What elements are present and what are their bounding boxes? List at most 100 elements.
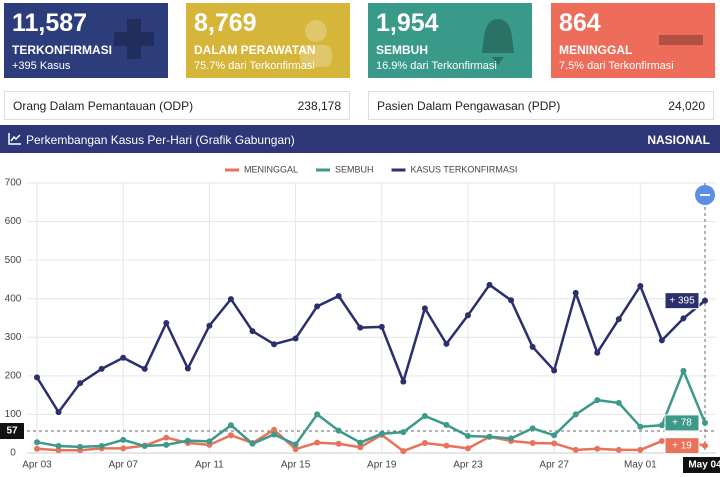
card-sub: +395 Kasus [12,60,71,72]
y-tick-label: 300 [5,332,22,343]
card: 864 MENINGGAL 7.5% dari Terkonfirmasi [551,3,715,78]
x-tick-label: Apr 23 [453,460,483,471]
chart: 0 100 200 300 400 500 600 700 Apr 03 Apr 07 Apr 11… [0,164,720,473]
point [227,432,234,439]
point [637,446,644,453]
legend-label: MENINGGAL [244,164,298,174]
series-line [36,428,706,453]
point [529,343,536,350]
point [572,411,579,418]
point [335,427,342,434]
point [314,303,321,310]
point [120,436,127,443]
point [357,439,364,446]
point [680,367,687,374]
point [443,340,450,347]
point [702,297,708,304]
point [55,443,62,450]
x-tick-label: Apr 11 [195,460,224,471]
point [55,409,62,416]
point [594,445,601,452]
crosshair-x-box [683,457,720,473]
point [227,422,234,429]
point [464,312,471,319]
card-sub: 16.9% dari Terkonfirmasi [376,60,497,72]
point [163,434,170,441]
point [551,432,558,439]
point [292,446,299,453]
series-line [36,369,707,449]
card-label: SEMBUH [376,43,429,57]
end-label-box [664,414,700,432]
point [163,441,170,448]
point [292,335,299,342]
point [615,399,622,406]
point [271,341,278,348]
point [508,435,515,442]
point [702,419,708,426]
icon [482,19,514,65]
point [292,441,299,448]
point [486,281,493,288]
point [464,445,471,452]
point [120,354,127,361]
card-label: DALAM PERAWATAN [194,43,316,57]
point [141,365,148,372]
point [357,444,364,451]
point [615,446,622,453]
x-tick-label: Apr 27 [539,460,569,471]
point [551,367,558,374]
x-tick-label: Apr 07 [108,460,138,471]
point [271,426,278,433]
y-tick-label: 700 [5,178,22,189]
icon [300,20,332,67]
point [658,422,665,429]
point [163,320,170,327]
point [141,443,148,450]
end-label: + 395 [669,295,695,306]
y-tick-label: 200 [5,370,22,381]
point [637,423,644,430]
point [378,430,385,437]
point [658,438,665,445]
card-value: 1,954 [376,9,439,37]
card-label: MENINGGAL [559,43,633,57]
point [314,439,321,446]
point [486,433,493,440]
stat-value: 24,020 [668,99,705,113]
point [314,411,321,418]
card-value: 11,587 [12,9,88,37]
point [206,322,213,329]
point [98,443,105,450]
point [400,429,407,436]
section-title: Perkembangan Kasus Per-Hari (Grafik Gabu… [26,133,295,147]
point [206,438,213,445]
point [184,365,191,372]
point [443,421,450,428]
card-sub: 7.5% dari Terkonfirmasi [559,60,674,72]
point [400,378,407,385]
point [464,433,471,440]
icon [114,19,154,59]
stat-value: 238,178 [297,99,341,113]
y-tick-label: 500 [5,255,22,266]
point [34,374,40,381]
end-label: + 78 [672,418,692,429]
card: 8,769 DALAM PERAWATAN 75.7% dari Terkonf… [186,3,350,78]
section-header: Perkembangan Kasus Per-Hari (Grafik Gabu… [0,125,720,153]
point [551,440,558,447]
card: 11,587 TERKONFIRMASI +395 Kasus [4,3,168,78]
stat-label: Orang Dalam Pemantauan (ODP) [13,99,194,113]
legend-label: SEMBUH [335,164,374,174]
point [357,324,364,331]
card-sub: 75.7% dari Terkonfirmasi [194,60,315,72]
icon [659,35,703,45]
legend-label: KASUS TERKONFIRMASI [411,164,518,174]
crosshair-y-box [0,423,24,440]
point [658,337,665,344]
stat-label: Pasien Dalam Pengawasan (PDP) [377,99,561,113]
point [572,446,579,453]
point [249,440,256,447]
x-tick-label: May 04 [688,460,720,471]
